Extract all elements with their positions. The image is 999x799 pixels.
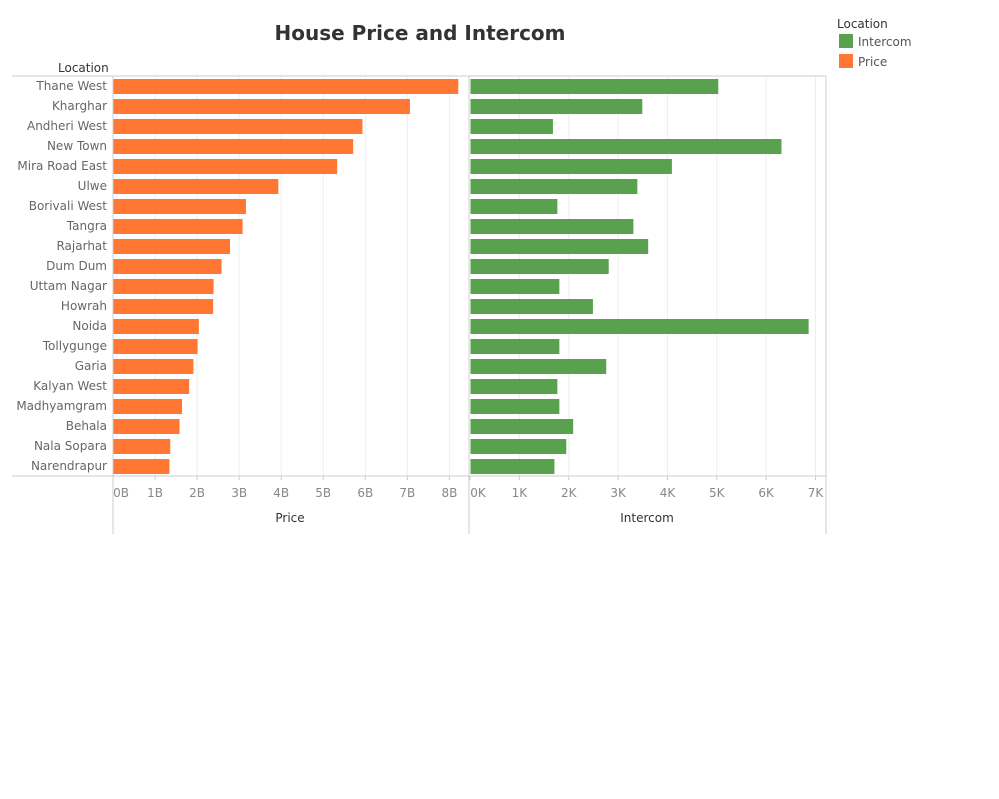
- tick-label-price: 1B: [147, 486, 163, 500]
- row-label: Mira Road East: [17, 159, 107, 173]
- row-label: Rajarhat: [56, 239, 107, 253]
- bar-intercom: [470, 379, 558, 394]
- bar-intercom: [470, 259, 609, 274]
- bar-intercom: [470, 319, 809, 334]
- bar-intercom: [470, 439, 567, 454]
- bar-intercom: [470, 359, 607, 374]
- tick-label-intercom: 6K: [758, 486, 775, 500]
- tick-labels: 0B 1B 2B 3B 4B 5B 6B 7B 8B 0K 1K 2K 3K 4K 5K 6K 7K: [113, 486, 824, 500]
- bar-price: [113, 159, 338, 174]
- bar-price: [113, 379, 190, 394]
- tick-label-intercom: 4K: [660, 486, 677, 500]
- bar-intercom: [470, 79, 719, 94]
- tick-label-intercom: 1K: [512, 486, 529, 500]
- row-label: Uttam Nagar: [30, 279, 107, 293]
- bar-price: [113, 99, 410, 114]
- row-label: Dum Dum: [46, 259, 107, 273]
- tick-label-intercom: 2K: [561, 486, 578, 500]
- x-axis-title-intercom: Intercom: [620, 511, 674, 525]
- legend-swatch: [839, 54, 853, 68]
- row-label: Howrah: [61, 299, 107, 313]
- row-label: Tangra: [66, 219, 107, 233]
- row-label: New Town: [47, 139, 107, 153]
- tick-label-price: 2B: [189, 486, 205, 500]
- bars: [113, 79, 809, 474]
- tick-label-price: 6B: [357, 486, 373, 500]
- row-label: Ulwe: [78, 179, 107, 193]
- bar-price: [113, 459, 170, 474]
- axes: [12, 75, 827, 534]
- chart-title: House Price and Intercom: [274, 21, 565, 45]
- bar-intercom: [470, 119, 553, 134]
- row-labels: Thane West Kharghar Andheri West New Town Mi…: [16, 79, 107, 473]
- row-label: Garia: [75, 359, 107, 373]
- row-label: Kalyan West: [33, 379, 107, 393]
- tick-label-price: 7B: [399, 486, 415, 500]
- bar-price: [113, 79, 459, 94]
- bar-price: [113, 399, 183, 414]
- tick-label-price: 5B: [315, 486, 331, 500]
- bar-intercom: [470, 459, 555, 474]
- row-label: Noida: [72, 319, 107, 333]
- gridlines: [154, 76, 817, 476]
- row-header-title: Location: [58, 61, 109, 75]
- bar-price: [113, 179, 279, 194]
- bar-price: [113, 359, 194, 374]
- legend-label: Intercom: [858, 35, 912, 49]
- x-axis-title-price: Price: [275, 511, 304, 525]
- bar-intercom: [470, 179, 638, 194]
- bar-price: [113, 419, 180, 434]
- row-label: Nala Sopara: [34, 439, 107, 453]
- row-label: Thane West: [35, 79, 107, 93]
- tick-label-price: 4B: [273, 486, 289, 500]
- bar-intercom: [470, 239, 649, 254]
- bar-intercom: [470, 99, 643, 114]
- bar-price: [113, 239, 230, 254]
- bar-price: [113, 259, 222, 274]
- bar-price: [113, 439, 171, 454]
- tick-label-price: 3B: [231, 486, 247, 500]
- tick-label-intercom: 3K: [610, 486, 627, 500]
- bar-intercom: [470, 219, 634, 234]
- bar-intercom: [470, 139, 782, 154]
- bar-intercom: [470, 339, 560, 354]
- tick-label-intercom: 7K: [808, 486, 825, 500]
- row-label: Kharghar: [52, 99, 107, 113]
- row-label: Andheri West: [27, 119, 107, 133]
- bar-price: [113, 339, 198, 354]
- bar-intercom: [470, 399, 560, 414]
- legend-title: Location: [837, 17, 888, 31]
- bar-intercom: [470, 279, 560, 294]
- bar-intercom: [470, 419, 574, 434]
- bar-intercom: [470, 199, 558, 214]
- row-label: Tollygunge: [42, 339, 107, 353]
- legend-label: Price: [858, 55, 887, 69]
- tick-label-intercom: 0K: [470, 486, 487, 500]
- bar-price: [113, 199, 246, 214]
- row-label: Behala: [66, 419, 107, 433]
- row-label: Madhyamgram: [16, 399, 107, 413]
- bar-price: [113, 279, 214, 294]
- bar-intercom: [470, 159, 672, 174]
- row-label: Narendrapur: [31, 459, 107, 473]
- bar-price: [113, 119, 363, 134]
- bar-price: [113, 139, 354, 154]
- legend: Intercom Price: [839, 34, 912, 69]
- legend-swatch: [839, 34, 853, 48]
- bar-price: [113, 319, 199, 334]
- bar-price: [113, 299, 214, 314]
- tick-label-price: 8B: [441, 486, 457, 500]
- bar-intercom: [470, 299, 593, 314]
- tick-label-intercom: 5K: [709, 486, 726, 500]
- bar-price: [113, 219, 243, 234]
- tick-label-price: 0B: [113, 486, 129, 500]
- row-label: Borivali West: [29, 199, 108, 213]
